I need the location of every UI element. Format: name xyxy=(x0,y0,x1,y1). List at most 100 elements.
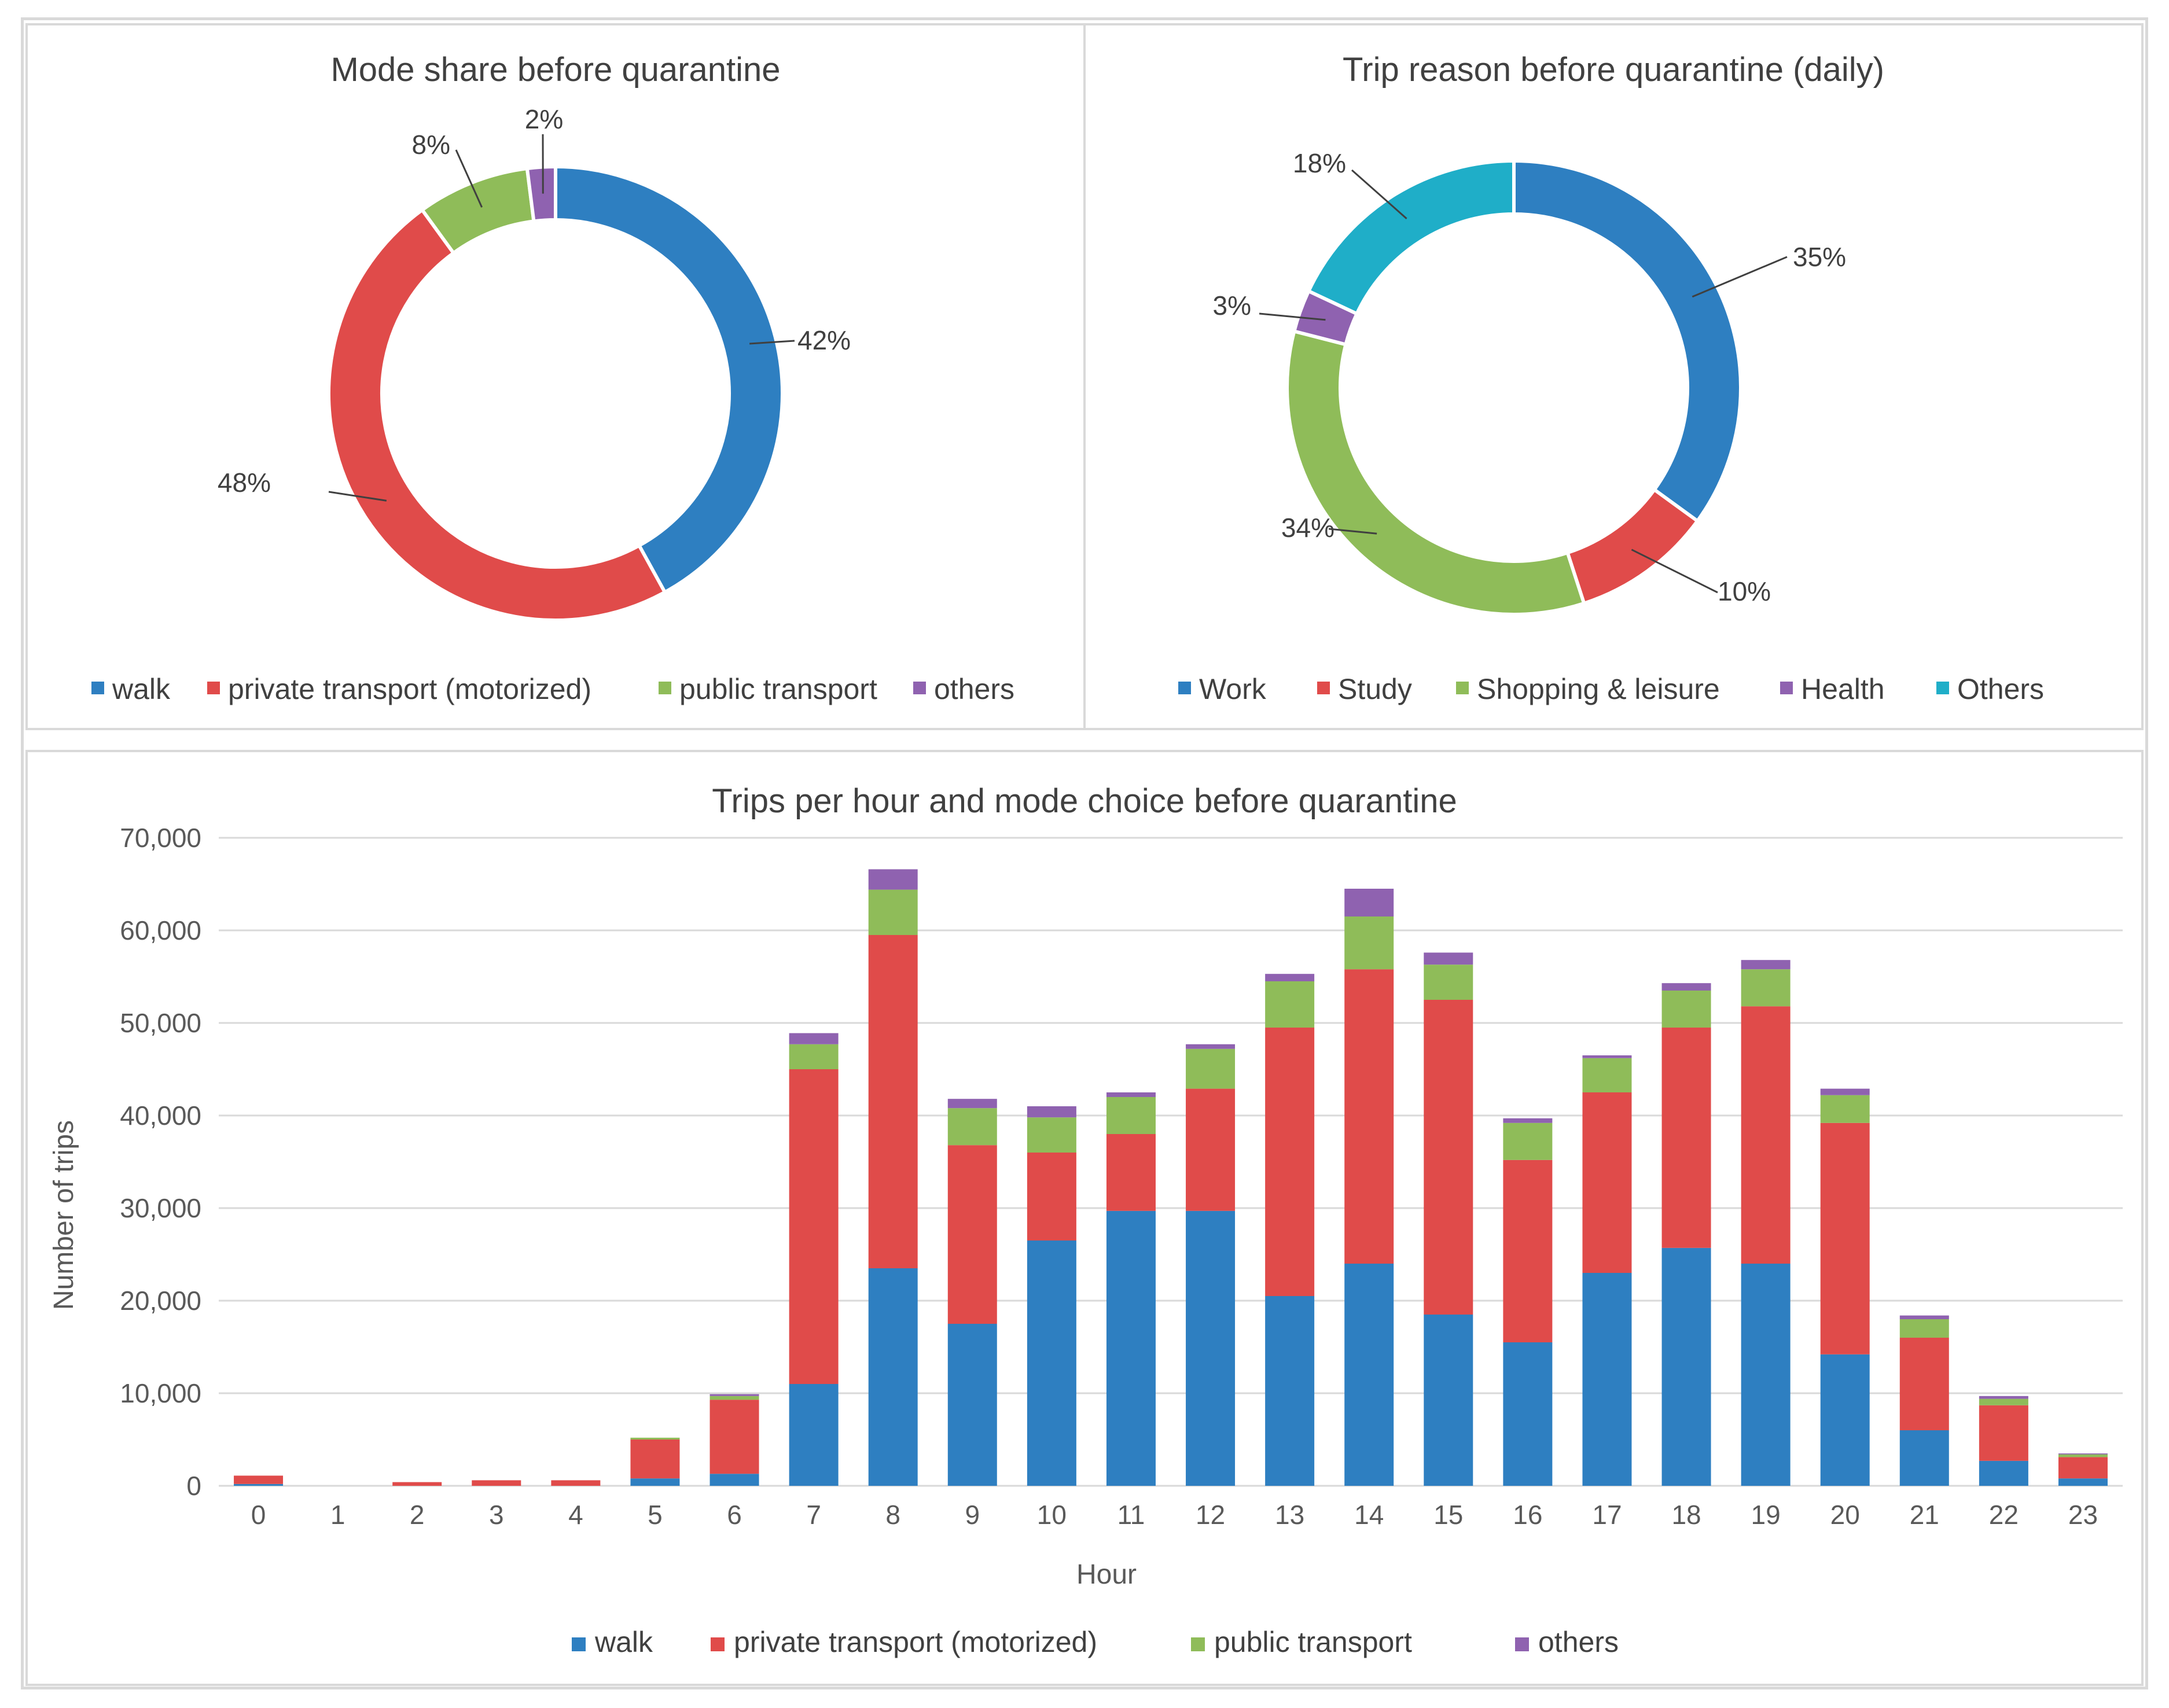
bar-walk-hour-13 xyxy=(1265,1296,1315,1486)
x-tick-label: 0 xyxy=(251,1500,266,1530)
legend-swatch-others xyxy=(1515,1637,1529,1651)
trips-per-hour-chart: Trips per hour and mode choice before qu… xyxy=(49,782,2123,1658)
x-tick-label: 9 xyxy=(965,1500,980,1530)
x-tick-label: 2 xyxy=(410,1500,425,1530)
leader-line-health xyxy=(1259,312,1326,321)
bar-public-transport-hour-19 xyxy=(1741,969,1791,1007)
slice-private-transport-motorized xyxy=(327,207,667,623)
bar-private-transport-motorized-hour-18 xyxy=(1661,1028,1711,1248)
bar-others-hour-8 xyxy=(868,869,918,890)
legend-label-shopping-leisure: Shopping & leisure xyxy=(1477,673,1720,705)
legend-swatch-shopping-leisure xyxy=(1456,682,1469,694)
bar-walk-hour-20 xyxy=(1820,1354,1870,1486)
legend-item-public-transport: public transport xyxy=(659,673,877,705)
x-tick-label: 23 xyxy=(2068,1500,2098,1530)
bar-others-hour-14 xyxy=(1344,889,1394,916)
x-tick-label: 19 xyxy=(1751,1500,1781,1530)
bar-public-transport-hour-16 xyxy=(1503,1122,1553,1160)
legend-label-private-transport-motorized: private transport (motorized) xyxy=(734,1626,1097,1658)
y-tick-label: 70,000 xyxy=(120,823,201,853)
bar-private-transport-motorized-hour-7 xyxy=(789,1069,839,1384)
bar-public-transport-hour-18 xyxy=(1661,991,1711,1028)
bar-others-hour-6 xyxy=(709,1394,759,1396)
bar-public-transport-hour-8 xyxy=(868,889,918,935)
y-tick-label: 20,000 xyxy=(120,1286,201,1316)
bar-private-transport-motorized-hour-23 xyxy=(2058,1457,2108,1479)
data-label-work: 35% xyxy=(1793,242,1846,272)
legend-item-shopping-leisure: Shopping & leisure xyxy=(1456,673,1720,705)
y-tick-label: 60,000 xyxy=(120,915,201,945)
bar-private-transport-motorized-hour-9 xyxy=(947,1145,997,1324)
x-tick-label: 6 xyxy=(727,1500,742,1530)
legend-label-others: others xyxy=(1538,1626,1619,1658)
bar-public-transport-hour-21 xyxy=(1899,1319,1949,1338)
bar-walk-hour-22 xyxy=(1979,1460,2028,1486)
y-tick-label: 10,000 xyxy=(120,1378,201,1408)
bar-private-transport-motorized-hour-14 xyxy=(1344,969,1394,1264)
legend-swatch-work xyxy=(1178,682,1191,694)
bar-public-transport-hour-5 xyxy=(630,1437,680,1440)
bar-others-hour-12 xyxy=(1186,1044,1236,1049)
bar-public-transport-hour-15 xyxy=(1424,965,1473,1000)
bar-others-hour-13 xyxy=(1265,974,1315,981)
legend-label-others: others xyxy=(934,673,1014,705)
slice-work xyxy=(1512,159,1742,524)
bar-others-hour-19 xyxy=(1741,960,1791,970)
bar-private-transport-motorized-hour-17 xyxy=(1582,1092,1632,1273)
bar-walk-hour-11 xyxy=(1106,1210,1156,1486)
slice-shopping-leisure xyxy=(1285,329,1586,616)
legend-item-study: Study xyxy=(1317,673,1412,705)
x-tick-label: 14 xyxy=(1354,1500,1384,1530)
x-tick-label: 12 xyxy=(1196,1500,1225,1530)
leader-line-work xyxy=(1692,256,1788,298)
leader-line-study xyxy=(1631,549,1718,594)
legend-label-others: Others xyxy=(1957,673,2044,705)
legend-item-private-transport-motorized: private transport (motorized) xyxy=(711,1626,1097,1658)
bar-public-transport-hour-6 xyxy=(709,1396,759,1400)
mode-share-title: Mode share before quarantine xyxy=(330,51,780,89)
mode-share-panel: Mode share before quarantine 42% 48% 8% 2% … xyxy=(25,23,1086,730)
bar-public-transport-hour-9 xyxy=(947,1108,997,1146)
legend-swatch-private-transport-motorized xyxy=(207,682,220,694)
bar-public-transport-hour-7 xyxy=(789,1044,839,1069)
x-tick-label: 4 xyxy=(568,1500,583,1530)
bar-others-hour-18 xyxy=(1661,983,1711,991)
legend-item-work: Work xyxy=(1178,673,1267,705)
legend-label-study: Study xyxy=(1338,673,1412,705)
y-tick-label: 50,000 xyxy=(120,1008,201,1038)
x-tick-label: 1 xyxy=(330,1500,345,1530)
x-tick-label: 13 xyxy=(1275,1500,1304,1530)
bar-walk-hour-23 xyxy=(2058,1478,2108,1486)
bar-public-transport-hour-23 xyxy=(2058,1454,2108,1457)
y-axis-title: Number of trips xyxy=(49,1120,79,1310)
legend-swatch-private-transport-motorized xyxy=(711,1637,725,1651)
bar-others-hour-21 xyxy=(1899,1315,1949,1319)
legend-swatch-walk xyxy=(91,682,104,694)
data-label-shopping-leisure: 34% xyxy=(1281,513,1335,543)
legend-item-others: others xyxy=(913,673,1014,705)
bar-walk-hour-9 xyxy=(947,1324,997,1486)
legend-label-walk: walk xyxy=(594,1626,653,1658)
x-tick-label: 16 xyxy=(1513,1500,1542,1530)
bar-walk-hour-7 xyxy=(789,1384,839,1486)
bar-walk-hour-6 xyxy=(709,1474,759,1486)
bar-private-transport-motorized-hour-16 xyxy=(1503,1159,1553,1342)
data-label-others: 18% xyxy=(1293,148,1346,178)
bar-public-transport-hour-20 xyxy=(1820,1095,1870,1123)
x-tick-label: 17 xyxy=(1592,1500,1622,1530)
bar-others-hour-11 xyxy=(1106,1092,1156,1097)
bar-private-transport-motorized-hour-20 xyxy=(1820,1122,1870,1354)
legend-label-private-transport-motorized: private transport (motorized) xyxy=(228,673,591,705)
bar-others-hour-9 xyxy=(947,1099,997,1109)
bar-private-transport-motorized-hour-6 xyxy=(709,1400,759,1474)
leader-line-public-transport xyxy=(455,149,483,208)
y-tick-label: 30,000 xyxy=(120,1193,201,1223)
x-tick-label: 11 xyxy=(1117,1500,1145,1530)
leader-line-others xyxy=(1351,169,1407,219)
bar-public-transport-hour-13 xyxy=(1265,981,1315,1028)
trips-per-hour-title: Trips per hour and mode choice before qu… xyxy=(712,782,1457,820)
data-label-others: 2% xyxy=(525,104,563,134)
x-tick-label: 22 xyxy=(1989,1500,2019,1530)
leader-line-walk xyxy=(749,340,795,345)
trip-reason-panel: Trip reason before quarantine (daily) 35… xyxy=(1083,23,2144,730)
